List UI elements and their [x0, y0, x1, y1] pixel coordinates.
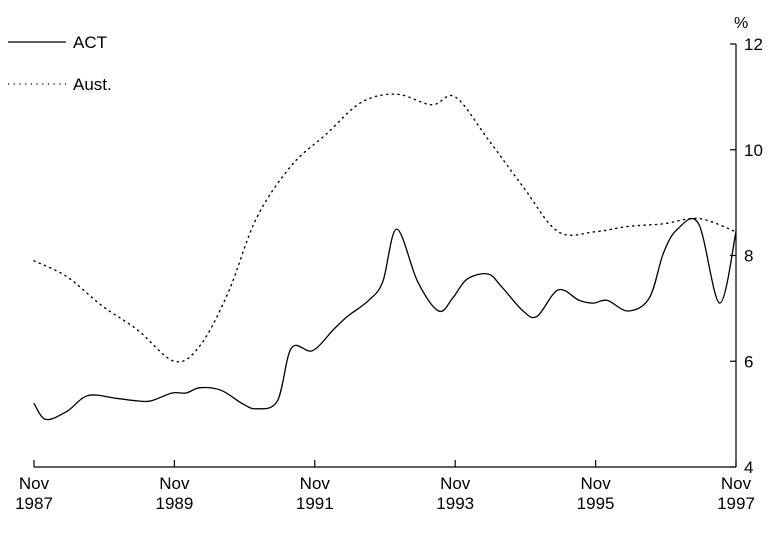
x-tick-label-month: Nov — [721, 474, 752, 493]
x-tick-label-month: Nov — [580, 474, 611, 493]
x-tick-label-year: 1989 — [155, 494, 193, 513]
y-tick-label: 10 — [744, 141, 763, 160]
x-tick-label-month: Nov — [440, 474, 471, 493]
legend-label-2: Aust. — [73, 75, 112, 94]
legend-label-1: ACT — [73, 33, 107, 52]
y-ticks: 4 6 8 10 12 — [730, 35, 763, 477]
y-axis-unit-label: % — [734, 15, 748, 32]
y-tick-label: 6 — [744, 352, 753, 371]
y-tick-label: 4 — [744, 458, 753, 477]
series-layer — [33, 93, 737, 421]
x-tick-label-year: 1991 — [296, 494, 334, 513]
series-line-aust — [33, 93, 737, 363]
x-tick-label-month: Nov — [19, 474, 50, 493]
y-tick-label: 8 — [744, 247, 753, 266]
x-tick-label-month: Nov — [159, 474, 190, 493]
x-tick-label-year: 1987 — [15, 494, 53, 513]
x-tick-label-month: Nov — [300, 474, 331, 493]
legend: ACT Aust. — [8, 33, 112, 94]
x-tick-label-year: 1993 — [436, 494, 474, 513]
x-ticks: Nov1987Nov1989Nov1991Nov1993Nov1995Nov19… — [15, 460, 755, 513]
x-tick-label-year: 1997 — [717, 494, 755, 513]
x-tick-label-year: 1995 — [577, 494, 615, 513]
series-line-act — [33, 218, 737, 421]
y-tick-label: 12 — [744, 35, 763, 54]
